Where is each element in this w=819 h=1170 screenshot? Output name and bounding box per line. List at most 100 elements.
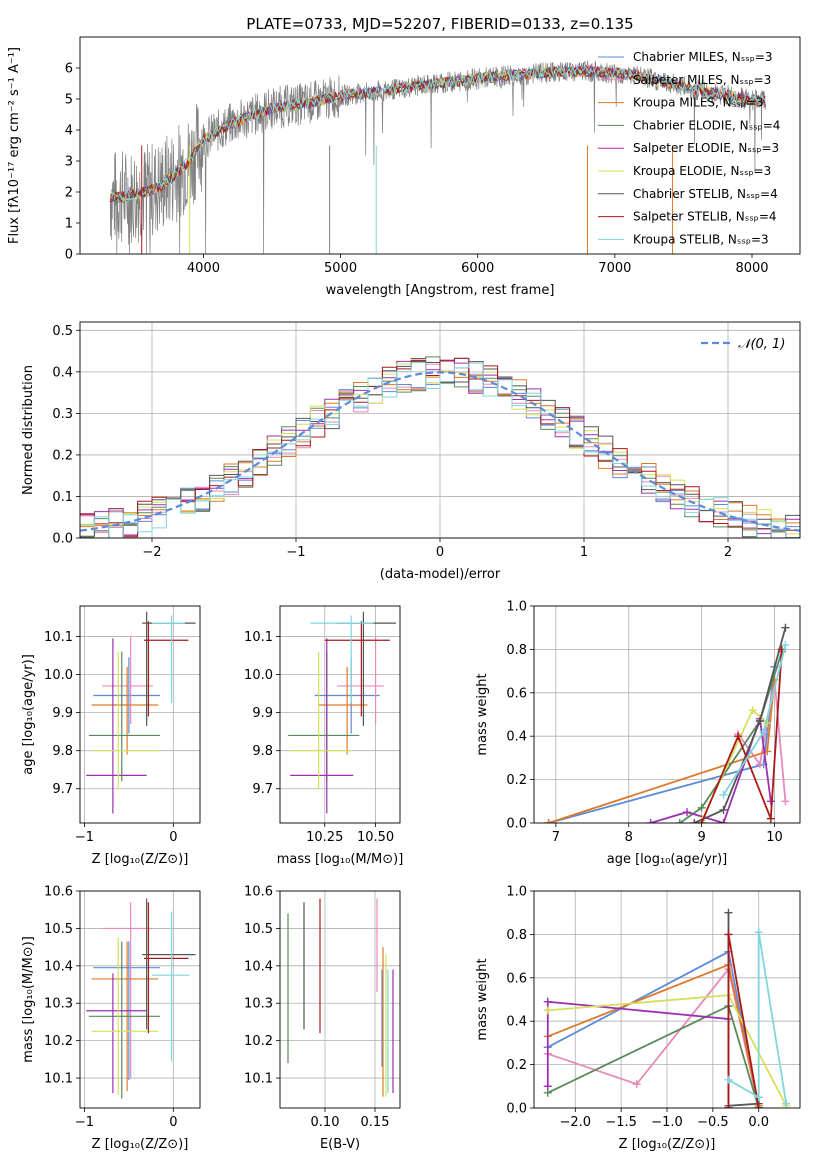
age_vs_Z-xtick-label-0: −1 bbox=[75, 830, 94, 845]
mass-weight-marker-salpeter-stelib-2 bbox=[754, 1104, 763, 1108]
residual-legend: 𝒩(0, 1) bbox=[701, 337, 785, 352]
residuals-xtick-label-4: 2 bbox=[724, 545, 732, 560]
residuals-ytick-label-2: 0.2 bbox=[52, 448, 73, 463]
mass-weight-line-salpeter-stelib bbox=[700, 649, 783, 823]
residuals-ytick-label-4: 0.4 bbox=[52, 365, 73, 380]
weight_vs_age-ytick-label-2: 0.4 bbox=[506, 730, 527, 745]
mass_vs_ebv-axes: 0.10 0.15 10.1 10.2 10.3 10.4 10.5 10.6 E(B-V) bbox=[244, 885, 401, 1152]
weight_vs_age-xtick-label-2: 9 bbox=[697, 830, 705, 845]
mass_vs_Z-xtick-label-1: 0 bbox=[169, 1115, 177, 1130]
weight_vs_Z-ylabel: mass weight bbox=[475, 958, 490, 1040]
mass-weight-marker-salpeter-elodie-4 bbox=[766, 797, 775, 806]
legend-label-salpeter-elodie: Salpeter ELODIE, Nₛₛₚ=3 bbox=[633, 141, 779, 155]
mass-weight-line-salpeter-elodie bbox=[650, 718, 772, 823]
legend-label-chabrier-elodie: Chabrier ELODIE, Nₛₛₚ=4 bbox=[633, 118, 780, 132]
mass-weight-line-salpeter-miles bbox=[547, 967, 760, 1108]
spectrum-axes: 4000 5000 6000 7000 8000 0 1 2 3 4 5 6 wavelength [A… bbox=[7, 36, 801, 298]
mass_vs_Z-ytick-label-5: 10.6 bbox=[44, 885, 73, 900]
residual-hist-salpeter-miles bbox=[80, 359, 800, 538]
mass_vs_Z-ylabel: mass [log₁₀(M/M⊙)] bbox=[21, 936, 36, 1063]
spectrum-legend: Chabrier MILES, Nₛₛₚ=3 Salpeter MILES, Nₛ… bbox=[598, 50, 780, 246]
age_vs_mass-plot-area bbox=[288, 611, 396, 814]
mass-weight-marker-chabrier-stelib-1 bbox=[719, 805, 728, 814]
weight_vs_age-frame bbox=[533, 605, 801, 824]
chart-title: PLATE=0733, MJD=52207, FIBERID=0133, z=0… bbox=[246, 15, 633, 33]
residuals-xtick-label-3: 1 bbox=[580, 545, 588, 560]
age_vs_mass-axes: 10.25 10.50 9.7 9.8 9.9 10.0 10.1 mass [log₁₀(M… bbox=[244, 605, 403, 867]
age_vs_mass-ytick-label-1: 9.8 bbox=[252, 744, 273, 759]
legend-label-chabrier-stelib: Chabrier STELIB, Nₛₛₚ=4 bbox=[633, 187, 778, 201]
age_vs_mass-ytick-label-4: 10.1 bbox=[244, 630, 273, 645]
spectrum-xtick-label-2: 6000 bbox=[461, 261, 494, 276]
mass-weight-marker-salpeter-elodie-0 bbox=[543, 1082, 552, 1091]
mass-weight-marker-salpeter-elodie-1 bbox=[543, 997, 552, 1006]
age_vs_Z-ytick-label-0: 9.7 bbox=[52, 782, 73, 797]
weight_vs_age-ytick-label-5: 1.0 bbox=[506, 600, 527, 615]
residuals-plot-area bbox=[80, 356, 800, 538]
mass_vs_ebv-xtick-label-0: 0.10 bbox=[311, 1115, 340, 1130]
observed-spectrum-line bbox=[109, 60, 766, 254]
spectrum-ytick-label-0: 0 bbox=[65, 248, 73, 263]
age_vs_Z-ytick-label-2: 9.9 bbox=[52, 706, 73, 721]
spectrum-xtick-label-1: 5000 bbox=[324, 261, 357, 276]
weight_vs_Z-ytick-label-4: 0.8 bbox=[506, 928, 527, 943]
mass_vs_Z-ytick-label-3: 10.4 bbox=[44, 959, 73, 974]
mass-weight-marker-salpeter-elodie-0 bbox=[646, 819, 655, 823]
mass-weight-marker-chabrier-stelib-3 bbox=[781, 623, 790, 632]
spectrum-ylabel: Flux [fλ10⁻¹⁷ erg cm⁻² s⁻¹ A⁻¹] bbox=[7, 47, 22, 244]
mass_vs_ebv-ytick-label-4: 10.5 bbox=[244, 922, 273, 937]
weight_vs_Z-xtick-label-0: −2.0 bbox=[559, 1115, 591, 1130]
mass_vs_ebv-ytick-label-2: 10.3 bbox=[244, 997, 273, 1012]
weight_vs_Z-ytick-label-5: 1.0 bbox=[506, 885, 527, 900]
weight_vs_Z-ytick-label-0: 0.0 bbox=[506, 1102, 527, 1117]
mass-weight-marker-kroupa-stelib-3 bbox=[782, 1099, 791, 1108]
age_vs_mass-xtick-label-1: 10.50 bbox=[357, 830, 394, 845]
age_vs_Z-ylabel: age [log₁₀(age/yr)] bbox=[21, 654, 36, 775]
weight_vs_Z-xtick-label-3: −0.5 bbox=[697, 1115, 729, 1130]
age_vs_Z-ytick-label-4: 10.1 bbox=[44, 630, 73, 645]
residuals-ylabel: Normed distribution bbox=[21, 365, 36, 495]
spectrum-ytick-label-6: 6 bbox=[65, 62, 73, 77]
mass-weight-line-kroupa-miles bbox=[547, 963, 760, 1106]
weight_vs_age-ytick-label-4: 0.8 bbox=[506, 643, 527, 658]
mass-weight-marker-kroupa-stelib-0 bbox=[719, 790, 728, 799]
mass_vs_ebv-xlabel: E(B-V) bbox=[320, 1137, 360, 1152]
mass-weight-marker-salpeter-elodie-2 bbox=[719, 819, 728, 823]
mass-weight-line-chabrier-miles bbox=[547, 950, 760, 1108]
spectrum-xtick-label-0: 4000 bbox=[187, 261, 220, 276]
mass-weight-marker-salpeter-stelib-1 bbox=[734, 732, 743, 741]
mass-weight-marker-kroupa-stelib-1 bbox=[754, 1093, 763, 1102]
weight_vs_age-xtick-label-0: 7 bbox=[552, 830, 560, 845]
weight_vs_age-xtick-label-3: 10 bbox=[766, 830, 783, 845]
legend-label-salpeter-miles: Salpeter MILES, Nₛₛₚ=3 bbox=[633, 73, 771, 87]
residuals-xtick-label-2: 0 bbox=[436, 545, 444, 560]
spectrum-ytick-label-3: 3 bbox=[65, 155, 73, 170]
mass_vs_ebv-ytick-label-0: 10.1 bbox=[244, 1072, 273, 1087]
mass_vs_Z-frame bbox=[79, 890, 201, 1109]
mass_vs_ebv-ytick-label-5: 10.6 bbox=[244, 885, 273, 900]
weight_vs_age-plot-area bbox=[544, 623, 790, 823]
mass_vs_Z-plot-area bbox=[86, 898, 196, 1099]
mass_vs_Z-ytick-label-2: 10.3 bbox=[44, 997, 73, 1012]
residual-hist-kroupa-stelib bbox=[80, 362, 800, 538]
legend-label-normal: 𝒩(0, 1) bbox=[738, 337, 785, 352]
mass_vs_ebv-plot-area bbox=[287, 898, 394, 1097]
mass_vs_ebv-xtick-label-1: 0.15 bbox=[361, 1115, 390, 1130]
mass_vs_ebv-ytick-label-1: 10.2 bbox=[244, 1034, 273, 1049]
weight_vs_Z-ytick-label-2: 0.4 bbox=[506, 1015, 527, 1030]
model-spectrum-kroupa-stelib bbox=[110, 65, 766, 202]
weight_vs_Z-xlabel: Z [log₁₀(Z/Z⊙)] bbox=[619, 1137, 716, 1152]
age_vs_Z-axes: −1 0 9.7 9.8 9.9 10.0 10.1 Z [log₁₀(Z/Z⊙)] age [… bbox=[21, 605, 201, 867]
mass-weight-marker-kroupa-stelib-1 bbox=[759, 727, 768, 736]
mass-weight-marker-kroupa-elodie-1 bbox=[748, 706, 757, 715]
mass-weight-marker-chabrier-elodie-0 bbox=[675, 819, 684, 823]
normal-curve bbox=[80, 371, 800, 532]
mass_vs_ebv-ytick-label-3: 10.4 bbox=[244, 959, 273, 974]
weight_vs_Z-ytick-label-1: 0.2 bbox=[506, 1058, 527, 1073]
weight_vs_Z-frame bbox=[533, 890, 801, 1109]
residuals-axes: −2 −1 0 1 2 0.0 0.1 0.2 0.3 0.4 0.5 (data-model)/er… bbox=[21, 321, 801, 582]
residuals-xlabel: (data-model)/error bbox=[380, 567, 501, 582]
mass_vs_ebv-frame bbox=[279, 890, 401, 1109]
